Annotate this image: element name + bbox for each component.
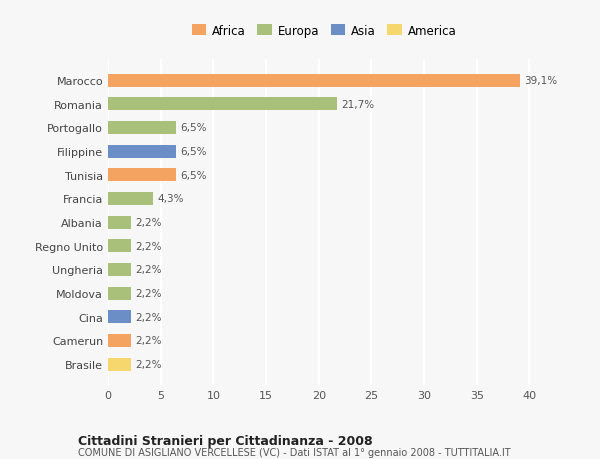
Text: 2,2%: 2,2% [136,218,162,228]
Text: 21,7%: 21,7% [341,100,374,110]
Text: 6,5%: 6,5% [181,123,207,133]
Legend: Africa, Europa, Asia, America: Africa, Europa, Asia, America [187,20,461,42]
Bar [108,146,176,158]
Text: 4,3%: 4,3% [158,194,184,204]
Text: 2,2%: 2,2% [136,241,162,251]
Text: 2,2%: 2,2% [136,312,162,322]
Text: 6,5%: 6,5% [181,147,207,157]
Bar [108,122,176,134]
Text: COMUNE DI ASIGLIANO VERCELLESE (VC) - Dati ISTAT al 1° gennaio 2008 - TUTTITALIA: COMUNE DI ASIGLIANO VERCELLESE (VC) - Da… [78,448,511,458]
Bar [108,334,131,347]
Text: 2,2%: 2,2% [136,336,162,346]
Text: 2,2%: 2,2% [136,288,162,298]
Bar [108,287,131,300]
Bar [108,74,520,88]
Bar [108,263,131,276]
Text: Cittadini Stranieri per Cittadinanza - 2008: Cittadini Stranieri per Cittadinanza - 2… [78,434,373,447]
Text: 39,1%: 39,1% [524,76,557,86]
Text: 2,2%: 2,2% [136,359,162,369]
Bar [108,169,176,182]
Bar [108,240,131,253]
Bar [108,358,131,371]
Bar [108,98,337,111]
Text: 6,5%: 6,5% [181,170,207,180]
Bar [108,216,131,229]
Bar [108,311,131,324]
Text: 2,2%: 2,2% [136,265,162,275]
Bar [108,192,154,206]
